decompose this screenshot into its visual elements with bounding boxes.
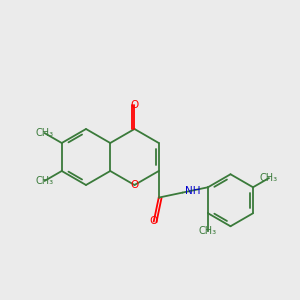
Text: CH₃: CH₃ [36, 176, 54, 186]
Text: CH₃: CH₃ [199, 226, 217, 236]
Text: NH: NH [184, 186, 200, 196]
Text: CH₃: CH₃ [260, 173, 278, 183]
Text: O: O [150, 216, 158, 226]
Text: O: O [130, 100, 139, 110]
Text: CH₃: CH₃ [36, 128, 54, 138]
Text: O: O [130, 180, 139, 190]
